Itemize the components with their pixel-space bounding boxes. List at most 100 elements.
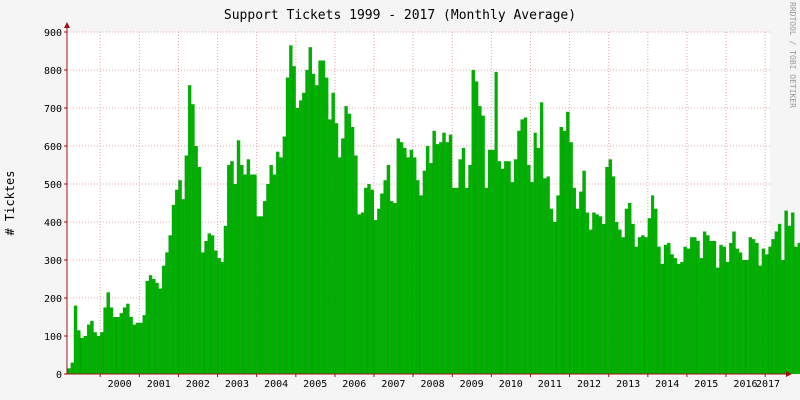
bar xyxy=(585,212,590,374)
bar xyxy=(256,216,260,374)
bar xyxy=(393,203,397,374)
bar xyxy=(292,66,296,374)
bar xyxy=(367,184,371,374)
bar xyxy=(598,216,603,374)
bar xyxy=(439,142,443,374)
bar xyxy=(318,60,322,374)
bar xyxy=(406,157,410,374)
bar xyxy=(628,203,632,374)
bar xyxy=(693,237,697,374)
bar xyxy=(540,102,544,375)
bar xyxy=(246,159,251,374)
bar xyxy=(360,212,365,374)
bar xyxy=(266,184,270,374)
bar xyxy=(70,362,74,374)
bar xyxy=(123,307,127,374)
bar xyxy=(683,246,687,374)
bar xyxy=(761,248,766,374)
x-axis-arrow xyxy=(786,371,792,377)
bar xyxy=(354,155,358,374)
bar xyxy=(781,260,785,374)
x-tick-label: 2011 xyxy=(538,379,562,390)
bar xyxy=(207,233,212,374)
bar xyxy=(735,248,739,374)
bar xyxy=(325,77,329,374)
bar xyxy=(419,195,423,374)
bar xyxy=(429,163,433,374)
bar xyxy=(686,248,691,374)
bar xyxy=(458,159,462,374)
bar xyxy=(612,176,616,374)
y-tick-label: 0 xyxy=(56,370,62,381)
bar xyxy=(703,231,707,374)
bar xyxy=(204,241,208,374)
bar xyxy=(738,252,743,374)
y-tick-label: 800 xyxy=(44,66,62,77)
bar xyxy=(461,147,466,374)
bar xyxy=(338,157,342,374)
bar xyxy=(517,130,521,374)
bar xyxy=(696,241,700,374)
bar xyxy=(158,288,163,374)
bar xyxy=(787,225,792,374)
bar xyxy=(374,220,378,374)
bar xyxy=(474,81,479,375)
bar xyxy=(315,85,319,374)
bar xyxy=(295,108,300,374)
bar xyxy=(100,332,104,374)
bar xyxy=(595,214,599,374)
bar xyxy=(663,244,668,374)
bar xyxy=(543,178,547,374)
bar xyxy=(87,324,91,374)
bar xyxy=(77,330,81,374)
x-tick-label: 2017 xyxy=(756,379,780,390)
bar xyxy=(289,45,293,375)
bar xyxy=(197,166,202,374)
bar xyxy=(794,246,798,374)
bar xyxy=(171,204,176,374)
bar xyxy=(468,165,472,374)
tick-labels: 0 100 200 300 400 500 600 700 800 900 2000 2001 2002… xyxy=(44,28,780,390)
bar xyxy=(491,149,495,374)
y-tick-label: 700 xyxy=(44,104,62,115)
bar xyxy=(426,146,430,374)
bar xyxy=(383,180,387,374)
bar xyxy=(563,130,567,374)
bar xyxy=(403,147,407,374)
x-tick-label: 2016 xyxy=(733,379,757,390)
bar xyxy=(448,134,453,374)
bar xyxy=(455,187,459,374)
bar xyxy=(445,142,449,374)
bar xyxy=(243,174,247,374)
bar xyxy=(435,144,440,374)
bar xyxy=(478,106,482,374)
bar xyxy=(514,159,518,374)
bar xyxy=(712,241,717,374)
bar xyxy=(194,146,198,374)
bar xyxy=(357,214,361,374)
bar xyxy=(533,132,537,374)
bar xyxy=(67,368,71,374)
bar xyxy=(302,92,306,375)
bar xyxy=(488,149,492,374)
bar xyxy=(729,242,733,374)
bar xyxy=(768,246,772,374)
bar xyxy=(530,182,534,374)
bar xyxy=(755,242,759,374)
bar xyxy=(400,142,404,374)
bar xyxy=(784,210,788,374)
bar xyxy=(657,246,661,374)
bar xyxy=(106,292,110,374)
bar xyxy=(233,184,237,374)
bar xyxy=(217,258,221,374)
bar xyxy=(566,111,570,375)
bar xyxy=(765,254,769,374)
bar xyxy=(654,208,658,374)
y-tick-label: 200 xyxy=(44,294,62,305)
bar xyxy=(96,336,101,374)
bar xyxy=(269,165,273,374)
bar xyxy=(409,149,414,374)
bar xyxy=(230,161,234,374)
bar xyxy=(481,115,485,374)
bar xyxy=(497,161,502,374)
